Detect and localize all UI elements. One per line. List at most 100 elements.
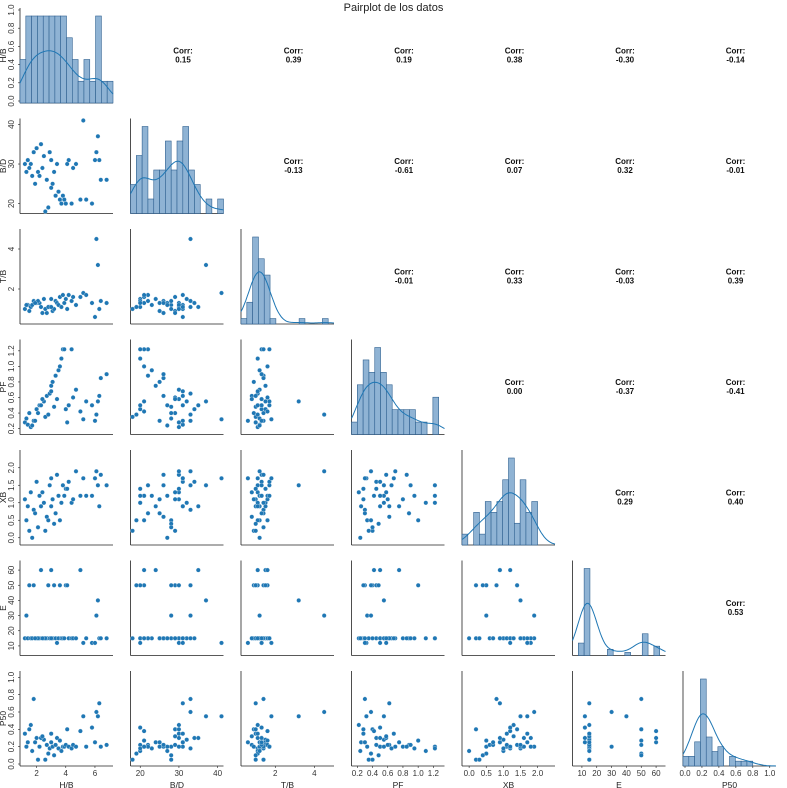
cell-xb-tb-point — [249, 489, 255, 495]
cell-tb-bd-point — [153, 296, 159, 302]
cell-e-bd-point — [168, 613, 174, 618]
cell-xb-tb-point — [253, 486, 259, 492]
e-x-axis-label: E — [616, 780, 622, 788]
cell-tb-tb-hist-bar — [252, 236, 259, 325]
cell-p50-e-xtick-label: 30 — [607, 769, 616, 778]
cell-xb-hb-point — [32, 510, 38, 516]
cell-p50-pf-point — [423, 748, 429, 754]
cell-xb-hb-point — [48, 475, 54, 481]
cell-p50-tb-point — [259, 735, 264, 741]
cell-pf-hb-point — [59, 356, 64, 361]
cell-xb-tb-point — [253, 528, 259, 534]
cell-hb-tb-corr-value: 0.39 — [286, 56, 302, 65]
cell-xb-p50-corr-label: Corr: — [726, 489, 746, 498]
cell-pf-hb-point — [70, 395, 76, 400]
cell-e-bd-point — [141, 635, 147, 641]
cell-pf-pf-kde-line — [351, 381, 445, 430]
cell-e-e-kde-line — [572, 602, 666, 652]
cell-pf-xb-corr-value: 0.00 — [507, 387, 523, 396]
cell-e-hb-ytick-label: 10 — [7, 641, 16, 650]
cell-p50-e-point — [609, 744, 614, 750]
cell-xb-hb-point — [53, 510, 58, 516]
cell-pf-tb-point — [267, 399, 272, 404]
cell-xb-hb-point — [57, 517, 63, 523]
cell-xb-bd-point — [188, 468, 193, 474]
cell-xb-pf-point — [432, 500, 438, 506]
cell-p50-xb-point — [477, 757, 482, 763]
cell-bd-e-corr-value: 0.32 — [617, 166, 633, 175]
cell-bd-bd-hist-bar — [147, 198, 155, 214]
cell-xb-tb-point — [267, 479, 272, 485]
cell-p50-tb-point — [245, 739, 251, 745]
cell-p50-hb-point — [96, 700, 102, 706]
cell-xb-tb-point — [259, 510, 264, 516]
cell-e-tb-point — [255, 567, 261, 573]
cell-xb-pf-point — [377, 493, 383, 499]
cell-bd-xb-corr-value: 0.07 — [507, 166, 523, 175]
cell-p50-pf-point — [368, 709, 374, 715]
cell-tb-hb-point — [40, 310, 45, 316]
cell-e-bd-point — [219, 640, 224, 646]
cell-xb-pf-point — [358, 503, 364, 509]
cell-pf-hb-point — [48, 383, 54, 389]
cell-p50-bd-point — [157, 739, 162, 745]
cell-xb-tb-point — [265, 517, 270, 523]
cell-xb-hb-point — [92, 475, 98, 481]
cell-xb-bd-point — [161, 482, 166, 488]
cell-tb-hb-point — [73, 302, 79, 308]
cell-e-e-hist-bar — [583, 568, 591, 656]
cell-e-bd-point — [164, 635, 170, 641]
cell-tb-bd-point — [134, 304, 139, 310]
cell-p50-p50-hist-bar — [688, 756, 695, 767]
cell-bd-hb-point — [60, 193, 66, 199]
cell-hb-hb-kde-line — [19, 50, 114, 95]
cell-p50-p50-hist-bar — [705, 736, 713, 767]
cell-tb-hb-point — [61, 300, 67, 306]
cell-e-pf-point — [423, 635, 429, 641]
cell-p50-xb-point — [507, 744, 513, 750]
cell-p50-xb-point — [524, 731, 530, 737]
cell-p50-bd-xtick-label: 40 — [213, 769, 222, 778]
cell-p50-pf-point — [376, 752, 381, 758]
cell-xb-hb-point — [70, 496, 76, 502]
cell-xb-bd-point — [149, 493, 155, 499]
cell-pf-hb-point — [45, 412, 51, 417]
cell-bd-hb-point — [48, 157, 54, 163]
cell-e-hb-point — [48, 635, 54, 641]
cell-p50-pf-point — [368, 751, 374, 756]
cell-p50-p50-hist-bar — [694, 741, 701, 767]
cell-pf-bd-point — [168, 410, 174, 416]
cell-pf-bd-point — [172, 396, 178, 402]
cell-pf-hb-point — [57, 364, 63, 369]
cell-hb-p50-corr-label: Corr: — [726, 47, 746, 56]
cell-xb-pf-point — [412, 493, 417, 499]
cell-e-bd-point — [168, 635, 174, 641]
cell-e-bd-point — [153, 567, 159, 573]
cell-p50-tb-point — [259, 725, 264, 730]
cell-xb-bd-point — [180, 503, 186, 509]
cell-bd-hb-point — [38, 141, 44, 147]
cell-tb-hb-point — [92, 314, 98, 320]
cell-p50-xb-point — [497, 700, 503, 706]
cell-e-bd-point — [180, 635, 186, 641]
cell-xb-hb-point — [29, 535, 35, 541]
cell-p50-pf-point — [383, 733, 389, 739]
cell-p50-xb-point — [524, 713, 530, 719]
cell-pf-hb-ytick-label: 1.2 — [7, 345, 16, 357]
cell-bd-p50-corr-label: Corr: — [726, 157, 746, 166]
cell-p50-bd-point — [137, 746, 143, 751]
cell-tb-pf-corr-value: -0.01 — [395, 277, 414, 286]
cell-pf-tb-point — [265, 409, 270, 414]
cell-p50-hb-point — [73, 744, 79, 750]
cell-bd-hb-point — [32, 181, 38, 187]
cell-hb-hb-hist-bar — [48, 15, 56, 104]
cell-p50-pf-point — [361, 731, 366, 737]
cell-bd-hb-point — [89, 201, 95, 206]
cell-e-hb-point — [24, 613, 29, 618]
cell-pf-hb-point — [53, 373, 58, 379]
cell-bd-hb-point — [41, 153, 47, 159]
cell-e-bd-point — [137, 640, 143, 646]
pf-x-axis-label: PF — [393, 780, 404, 788]
cell-e-hb-point — [26, 582, 32, 588]
cell-tb-bd-point — [184, 296, 190, 302]
